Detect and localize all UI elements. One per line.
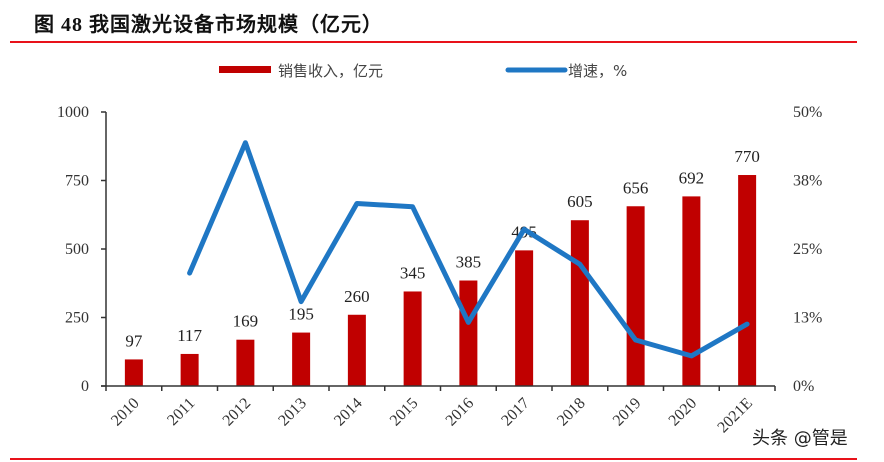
right-axis-tick-label: 50% <box>793 104 822 121</box>
x-axis-tick-label: 2013 <box>275 395 310 430</box>
bar-value-label: 692 <box>679 168 705 187</box>
right-axis-tick-label: 38% <box>793 173 822 190</box>
left-axis-tick-label: 250 <box>65 310 89 327</box>
axes: 0 250 500 750 1000 0% 13% 25% 38% 50% <box>57 104 822 395</box>
bar <box>403 291 422 386</box>
bar <box>626 206 645 386</box>
line-series <box>187 140 750 359</box>
bar-value-label: 169 <box>233 312 259 331</box>
bar <box>347 314 366 386</box>
bar <box>180 353 199 386</box>
right-axis-tick-label: 0% <box>793 378 814 395</box>
legend-bar-swatch <box>219 66 271 73</box>
bar-value-label: 385 <box>456 253 482 272</box>
bar <box>292 332 311 386</box>
x-axis-tick-label: 2020 <box>666 395 701 430</box>
bar <box>124 359 143 386</box>
bar-value-label: 117 <box>177 326 202 345</box>
bottom-divider <box>10 458 857 460</box>
bar-value-label: 345 <box>400 263 426 282</box>
left-axis-tick-label: 1000 <box>57 104 89 121</box>
title-text: 我国激光设备市场规模（亿元） <box>89 12 383 36</box>
bar <box>682 196 701 386</box>
x-axis-tick-label: 2010 <box>108 395 143 430</box>
bar <box>236 339 255 386</box>
bar-value-label: 605 <box>567 192 593 211</box>
x-axis-tick-label: 2011 <box>164 395 198 429</box>
bar <box>515 250 534 386</box>
right-axis-tick-label: 25% <box>793 241 822 258</box>
left-axis-tick-label: 500 <box>65 241 89 258</box>
x-axis-tick-label: 2014 <box>331 395 366 430</box>
x-axis-tick-label: 2021E <box>714 395 756 437</box>
x-axis-tick-label: 2017 <box>498 395 533 430</box>
bar-value-label: 97 <box>125 331 143 350</box>
figure-label: 图 <box>34 12 55 36</box>
bar-value-label: 656 <box>623 178 649 197</box>
x-axis-tick-label: 2012 <box>220 395 255 430</box>
legend-bar-label: 销售收入，亿元 <box>278 62 383 80</box>
watermark: 头条 @管是 <box>752 428 848 449</box>
bar-value-label: 770 <box>734 147 760 166</box>
legend: 销售收入，亿元 增速，% <box>219 62 627 80</box>
x-axis-tick-label: 2019 <box>610 395 645 430</box>
growth-line <box>187 140 750 359</box>
legend-line-label: 增速，% <box>568 62 627 80</box>
right-axis-tick-label: 13% <box>793 310 822 327</box>
bar <box>459 280 478 386</box>
left-axis-tick-label: 750 <box>65 173 89 190</box>
x-axis-tick-label: 2016 <box>443 395 478 430</box>
top-divider <box>10 41 857 43</box>
left-axis-tick-label: 0 <box>81 378 89 395</box>
bar-series <box>124 175 757 386</box>
x-axis-tick-label: 2015 <box>387 395 422 430</box>
bar-value-label: 195 <box>288 305 314 324</box>
figure-number: 48 <box>61 14 83 36</box>
bar <box>570 220 589 386</box>
chart-title: 图 48 我国激光设备市场规模（亿元） <box>34 8 383 37</box>
bar-value-label: 260 <box>344 287 370 306</box>
x-axis-labels: 2010 2011 2012 2013 2014 2015 2016 2017 2018 2019… <box>108 395 756 437</box>
bar <box>738 175 757 386</box>
x-axis-tick-label: 2018 <box>554 395 589 430</box>
